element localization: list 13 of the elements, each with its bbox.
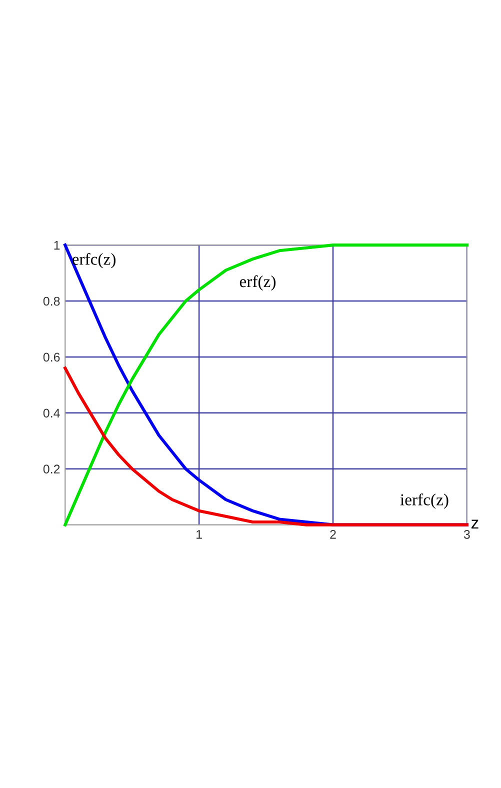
series-label: erfc(z) — [72, 252, 116, 268]
y-tick-label: 0.2 — [43, 464, 60, 474]
y-tick-label: 1 — [54, 241, 60, 250]
y-tick-label: 0.4 — [43, 408, 60, 418]
x-tick-label: 3 — [464, 530, 470, 539]
x-tick-label: 2 — [330, 530, 336, 539]
series-label: erf(z) — [240, 275, 276, 291]
x-axis-title: z — [471, 520, 478, 528]
series-label: ierfc(z) — [400, 493, 448, 509]
x-tick-label: 1 — [196, 530, 202, 539]
y-tick-label: 0.8 — [43, 296, 60, 306]
line-series — [64, 244, 468, 526]
y-tick-label: 0.6 — [43, 352, 60, 362]
